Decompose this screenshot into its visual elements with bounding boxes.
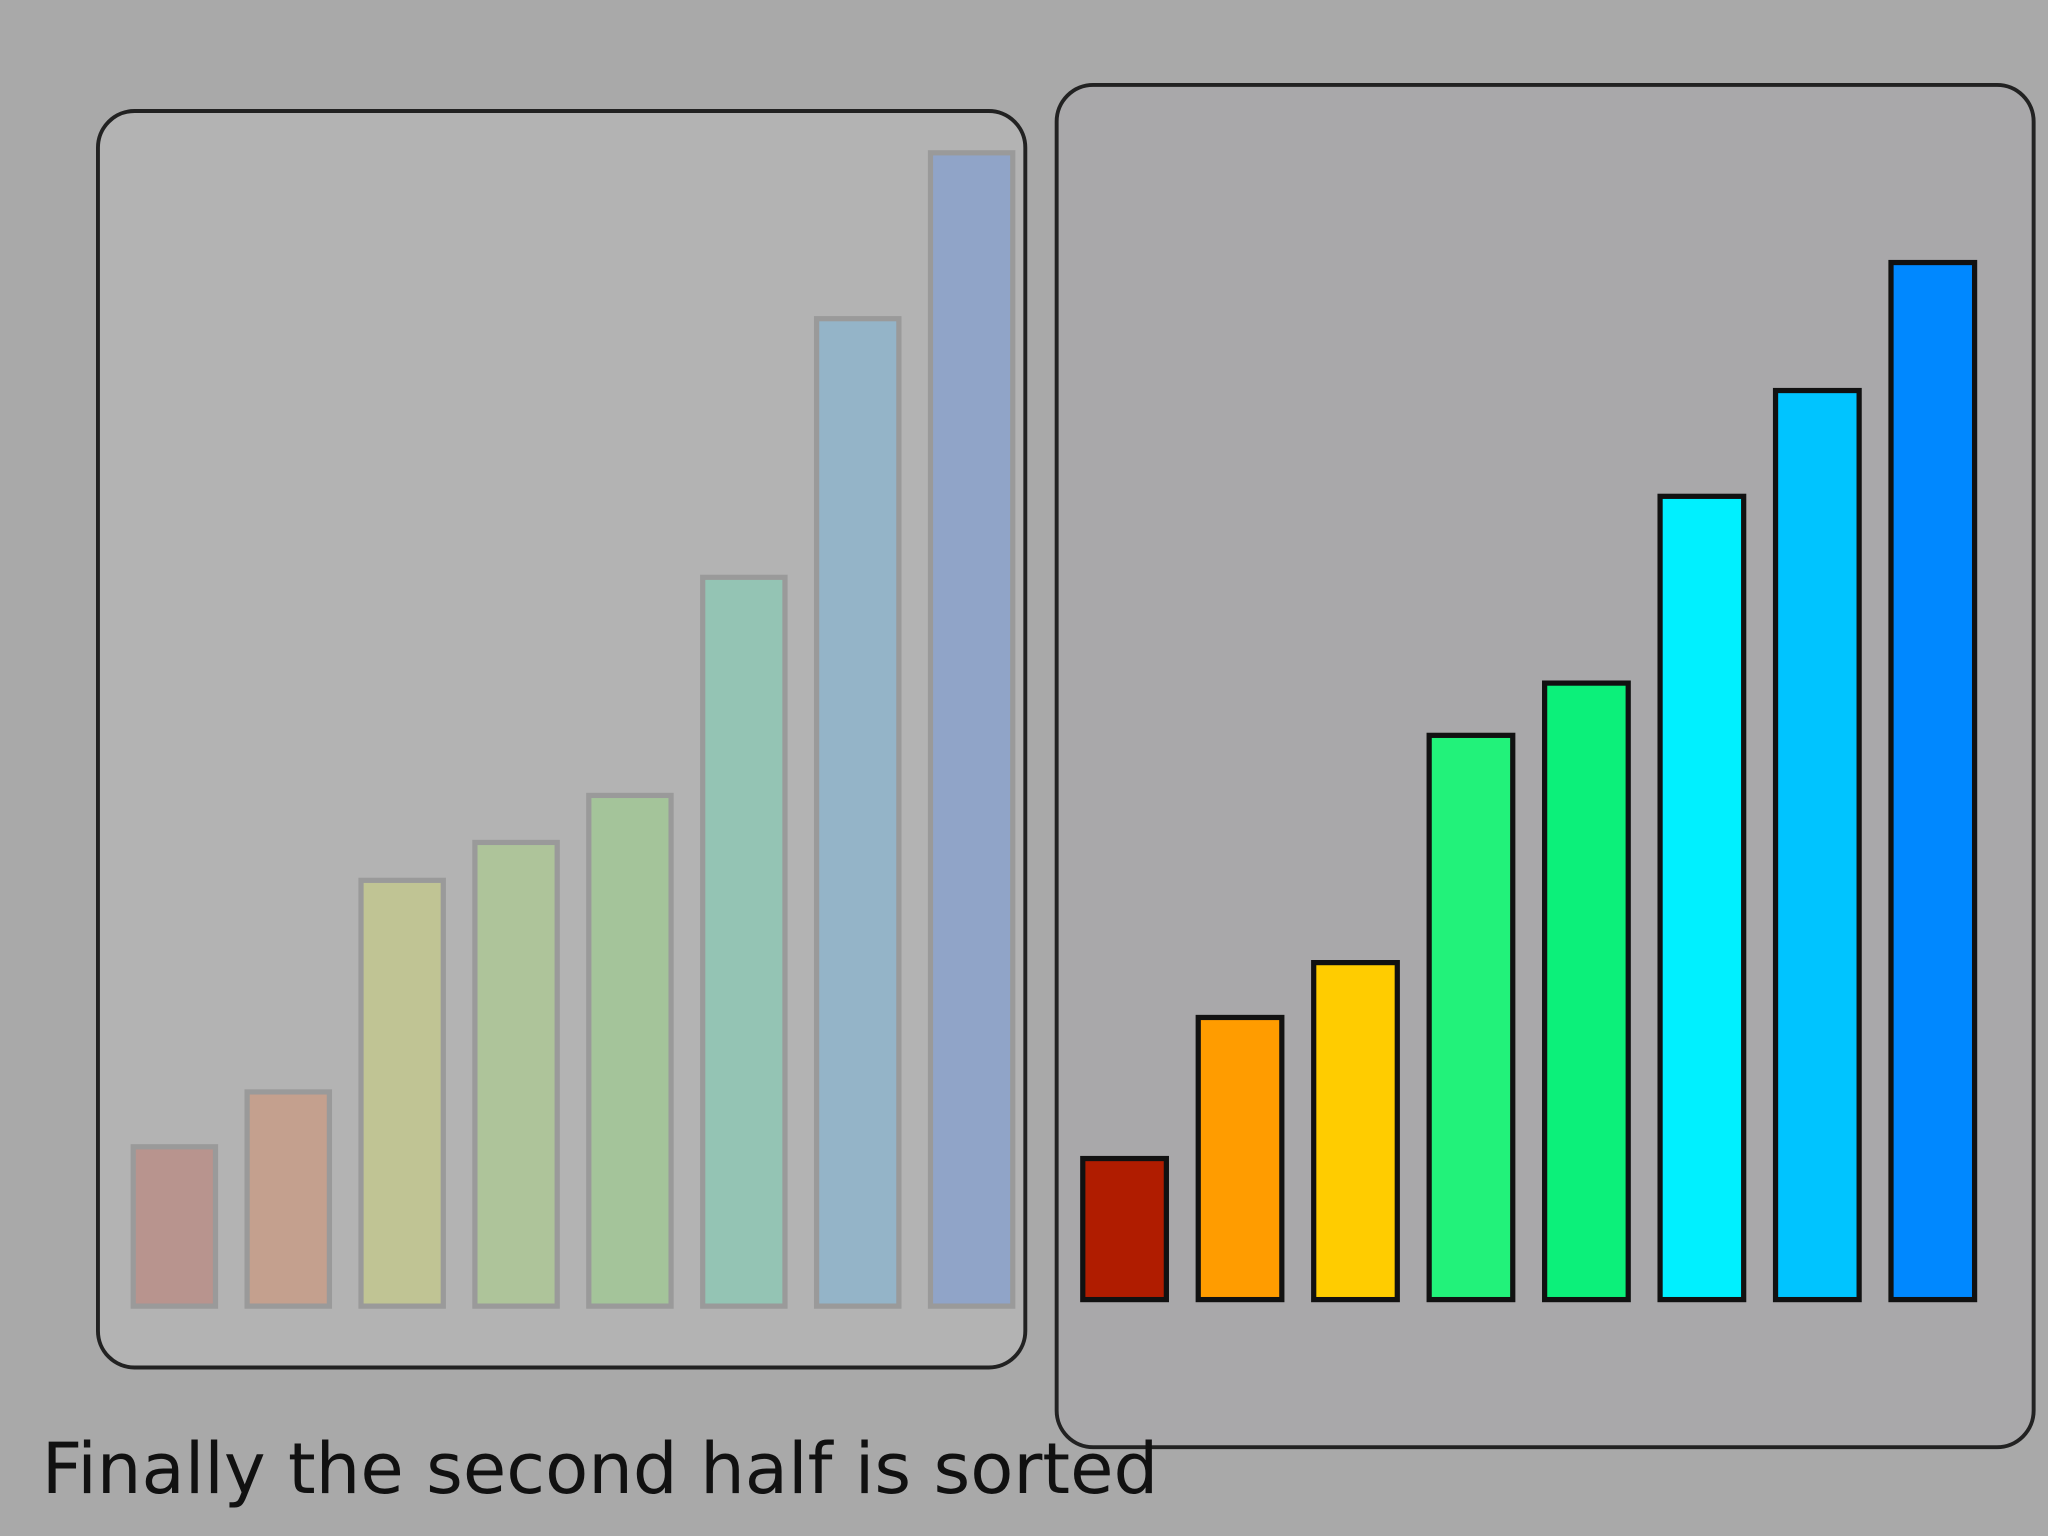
bar: [1888, 259, 1978, 1303]
left-panel: [96, 109, 1028, 1370]
bar: [1311, 960, 1400, 1303]
bar: [813, 316, 902, 1309]
bar: [1426, 732, 1516, 1303]
bar: [1657, 493, 1747, 1303]
bar: [1772, 387, 1862, 1303]
bar: [130, 1144, 219, 1309]
bar: [472, 839, 560, 1309]
bar: [927, 150, 1016, 1309]
bar: [1080, 1155, 1169, 1303]
caption: Finally the second half is sorted: [42, 1428, 1158, 1510]
bar: [244, 1089, 333, 1309]
bar: [700, 574, 788, 1309]
bar: [1542, 680, 1631, 1303]
bar: [586, 792, 674, 1309]
bar: [358, 877, 446, 1309]
bar: [1195, 1014, 1285, 1303]
